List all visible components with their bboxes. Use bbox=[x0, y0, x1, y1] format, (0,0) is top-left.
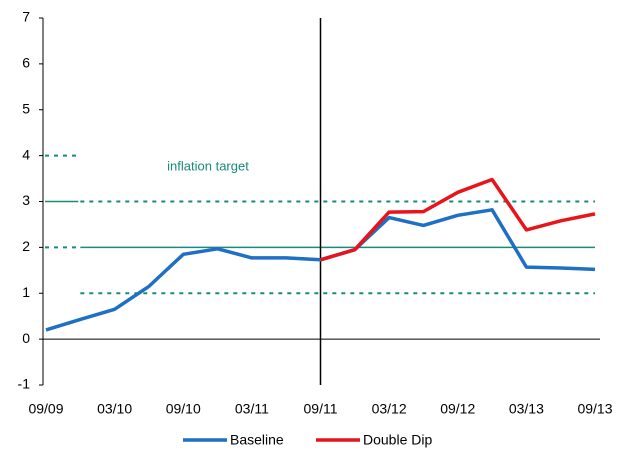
annotation: inflation target bbox=[167, 158, 249, 173]
x-tick-label: 03/13 bbox=[509, 401, 544, 417]
x-tick-label: 03/11 bbox=[235, 401, 269, 417]
x-tick-label: 09/13 bbox=[577, 401, 612, 417]
y-tick-label: 1 bbox=[22, 284, 30, 300]
legend-label: Baseline bbox=[230, 432, 284, 448]
x-tick-label: 09/10 bbox=[166, 401, 201, 417]
y-tick-label: 0 bbox=[22, 330, 30, 346]
y-tick-label: 3 bbox=[22, 192, 30, 208]
y-tick-label: 2 bbox=[22, 238, 30, 254]
y-tick-label: 5 bbox=[22, 100, 30, 116]
y-tick-label: 6 bbox=[22, 55, 30, 71]
series-line bbox=[320, 177, 596, 262]
x-tick-label: 03/12 bbox=[372, 401, 407, 417]
x-tick-label: 09/11 bbox=[304, 401, 338, 417]
y-tick-label: -1 bbox=[18, 376, 31, 392]
y-tick-label: 7 bbox=[22, 9, 30, 25]
legend-label: Double Dip bbox=[363, 432, 432, 448]
x-tick-label: 09/12 bbox=[440, 401, 475, 417]
y-tick-label: 4 bbox=[22, 146, 30, 162]
x-tick-label: 03/10 bbox=[97, 401, 132, 417]
x-tick-label: 09/09 bbox=[28, 401, 63, 417]
